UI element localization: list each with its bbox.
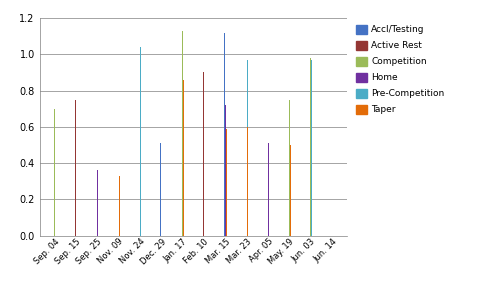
Legend: Accl/Testing, Active Rest, Competition, Home, Pre-Competition, Taper: Accl/Testing, Active Rest, Competition, …: [352, 21, 448, 118]
